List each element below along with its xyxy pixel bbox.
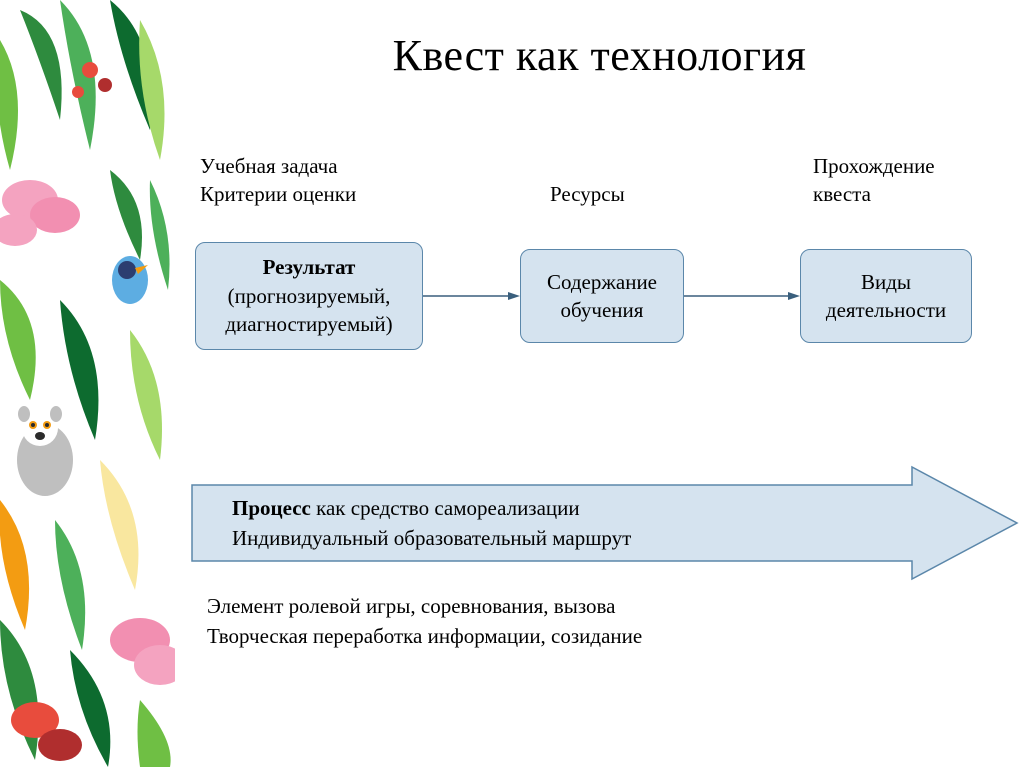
box-activities: Виды деятельности <box>800 249 972 343</box>
box-result: Результат (прогнозируемый, диагностируем… <box>195 242 423 350</box>
label-quest: Прохождение квеста <box>813 152 935 209</box>
process-arrow-banner: Процесс как средство самореализации Инди… <box>192 475 1012 575</box>
slide-title: Квест как технология <box>175 30 1024 81</box>
process-line2: Индивидуальный образовательный маршрут <box>232 526 631 550</box>
process-bold: Процесс <box>232 496 311 520</box>
label-task-line1: Учебная задача <box>200 154 338 178</box>
process-arrow-text: Процесс как средство самореализации Инди… <box>232 493 631 554</box>
decorative-sidebar <box>0 0 175 767</box>
label-resources-text: Ресурсы <box>550 182 625 206</box>
box-activities-line1: Виды <box>861 270 911 294</box>
label-task: Учебная задача Критерии оценки <box>200 152 356 209</box>
box-result-title: Результат <box>263 255 356 279</box>
box-result-line3: диагностируемый) <box>225 312 392 336</box>
footer-line2: Творческая переработка информации, созид… <box>207 624 642 648</box>
footer-text: Элемент ролевой игры, соревнования, вызо… <box>207 591 642 652</box>
slide-content: Квест как технология Учебная задача Крит… <box>175 0 1024 767</box>
footer-line1: Элемент ролевой игры, соревнования, вызо… <box>207 594 615 618</box>
box-activities-line2: деятельности <box>826 298 946 322</box>
connector-arrow-2 <box>684 292 800 308</box>
label-task-line2: Критерии оценки <box>200 182 356 206</box>
label-quest-line1: Прохождение <box>813 154 935 178</box>
box-content: Содержание обучения <box>520 249 684 343</box>
process-rest1: как средство самореализации <box>311 496 580 520</box>
label-resources: Ресурсы <box>550 180 625 208</box>
connector-arrow-1 <box>423 292 520 308</box>
label-quest-line2: квеста <box>813 182 871 206</box>
box-content-line2: обучения <box>561 298 644 322</box>
box-result-line2: (прогнозируемый, <box>228 284 391 308</box>
box-content-line1: Содержание <box>547 270 657 294</box>
